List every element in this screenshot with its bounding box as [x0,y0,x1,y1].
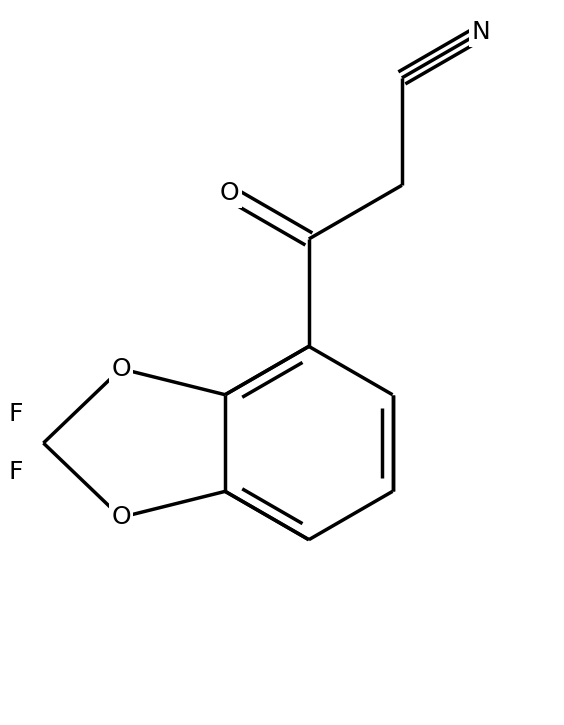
Text: F: F [8,460,23,484]
Text: F: F [8,402,23,426]
Text: O: O [111,357,131,381]
Text: N: N [472,20,490,44]
Text: O: O [111,505,131,529]
Text: O: O [220,181,240,205]
